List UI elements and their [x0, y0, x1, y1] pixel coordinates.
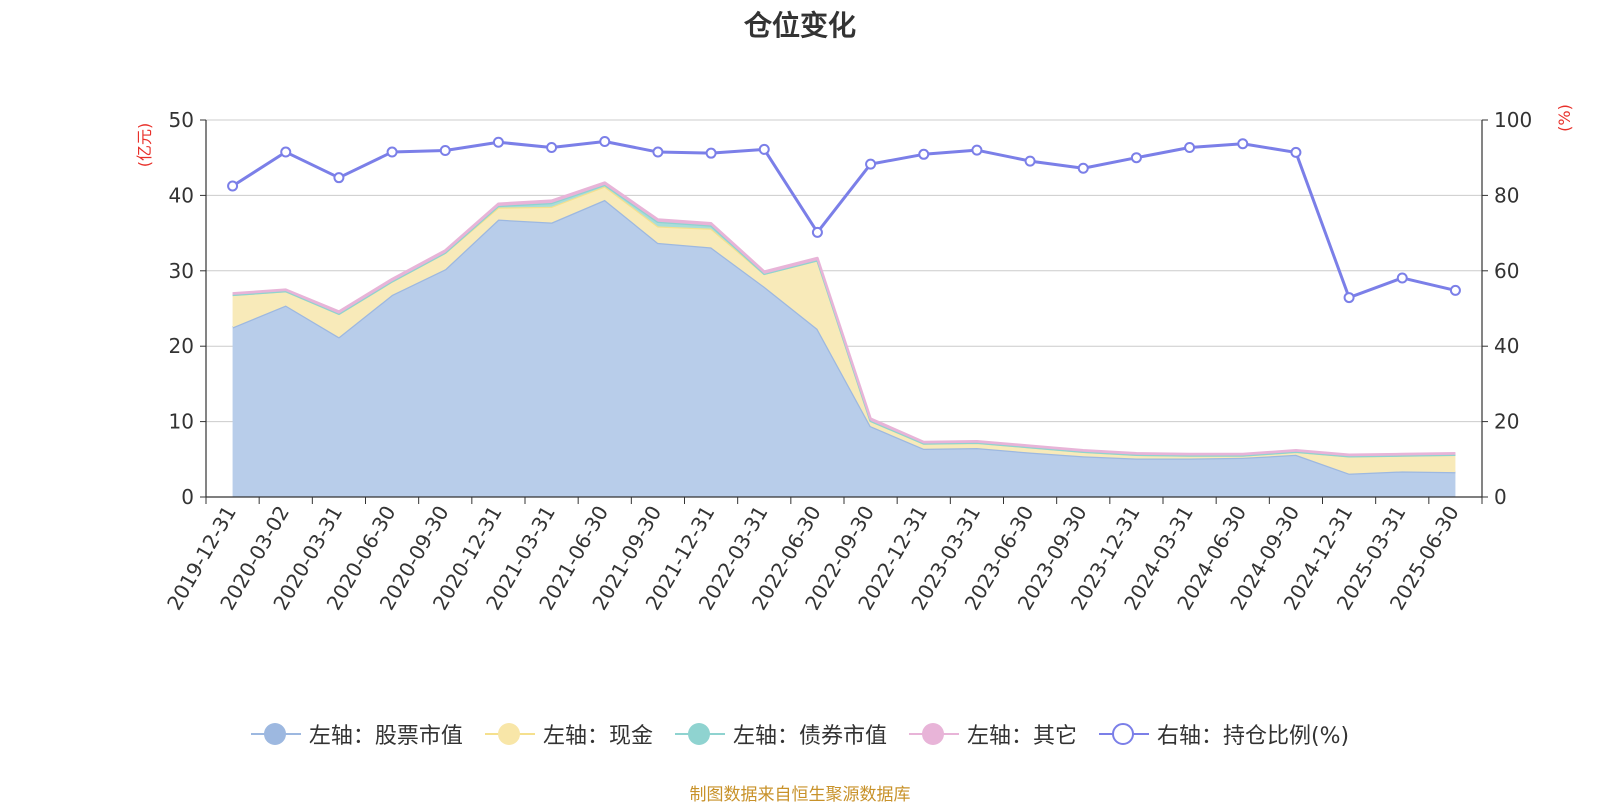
legend-stock-icon — [250, 722, 301, 746]
ratio-line-path — [231, 139, 1456, 300]
legend-item-ratio[interactable]: 右轴：持仓比例(%) — [1098, 718, 1350, 750]
legend-stock-label: 左轴：股票市值 — [308, 724, 463, 749]
legend-item-other[interactable]: 左轴：其它 — [908, 718, 1077, 750]
ratio-point — [1184, 142, 1196, 154]
legend-item-cash[interactable]: 左轴：现金 — [484, 718, 653, 750]
legend-ratio-label: 右轴：持仓比例(%) — [1156, 724, 1350, 749]
ratio-point — [439, 145, 451, 157]
legend-bond-label: 左轴：债券市值 — [732, 724, 887, 749]
ratio-point — [865, 158, 877, 170]
legend-cash-label: 左轴：现金 — [542, 724, 653, 749]
ratio-point — [1343, 292, 1355, 304]
area-series-0 — [232, 199, 1456, 497]
ratio-point — [1077, 162, 1089, 174]
ratio-point — [1449, 284, 1461, 296]
legend: 左轴：股票市值 左轴：现金 左轴：债券市值 左轴：其它 右轴：持仓比例(%) — [0, 718, 1600, 750]
ratio-point — [1290, 146, 1302, 158]
ratio-point — [811, 226, 823, 238]
position-chart: 010203040500204060801002019-12-312020-03… — [135, 104, 1574, 614]
ratio-point — [971, 144, 983, 156]
legend-bond-icon — [674, 722, 725, 746]
ratio-point — [333, 172, 345, 184]
right-tick-label: 0 — [1494, 485, 1507, 509]
ratio-point — [1237, 138, 1249, 150]
left-tick-label: 40 — [169, 183, 194, 207]
ratio-point — [705, 147, 717, 159]
left-tick-label: 10 — [169, 410, 194, 434]
left-tick-label: 20 — [169, 334, 194, 358]
right-tick-label: 40 — [1494, 334, 1519, 358]
ratio-point — [546, 142, 558, 154]
right-tick-label: 20 — [1494, 410, 1519, 434]
legend-cash-icon — [484, 722, 535, 746]
left-tick-label: 50 — [169, 108, 194, 132]
left-tick-label: 30 — [169, 259, 194, 283]
right-tick-label: 60 — [1494, 259, 1519, 283]
ratio-point — [1396, 272, 1408, 284]
ratio-point — [758, 143, 770, 155]
ratio-point — [599, 135, 611, 147]
left-axis-label: (亿元) — [135, 123, 154, 168]
ratio-point — [652, 146, 664, 158]
right-tick-label: 80 — [1494, 183, 1519, 207]
ratio-line — [227, 135, 1461, 304]
data-source-note: 制图数据来自恒生聚源数据库 — [689, 785, 911, 805]
chart-title: 仓位变化 — [743, 9, 856, 42]
ratio-point — [386, 146, 398, 158]
ratio-point — [280, 146, 292, 158]
left-tick-label: 0 — [181, 485, 194, 509]
legend-other-icon — [908, 722, 959, 746]
area-edge-3 — [232, 181, 1456, 457]
ratio-point — [227, 180, 239, 192]
legend-item-bond[interactable]: 左轴：债券市值 — [674, 718, 887, 750]
ratio-point — [1024, 155, 1036, 167]
ratio-point — [492, 136, 504, 148]
area-series — [232, 181, 1456, 497]
ratio-point — [918, 148, 930, 160]
legend-ratio-icon — [1098, 722, 1149, 746]
right-tick-label: 100 — [1494, 108, 1532, 132]
legend-item-stock[interactable]: 左轴：股票市值 — [250, 718, 463, 750]
right-axis-label: (%) — [1555, 104, 1574, 132]
ratio-point — [1130, 152, 1142, 164]
legend-other-label: 左轴：其它 — [966, 724, 1077, 749]
